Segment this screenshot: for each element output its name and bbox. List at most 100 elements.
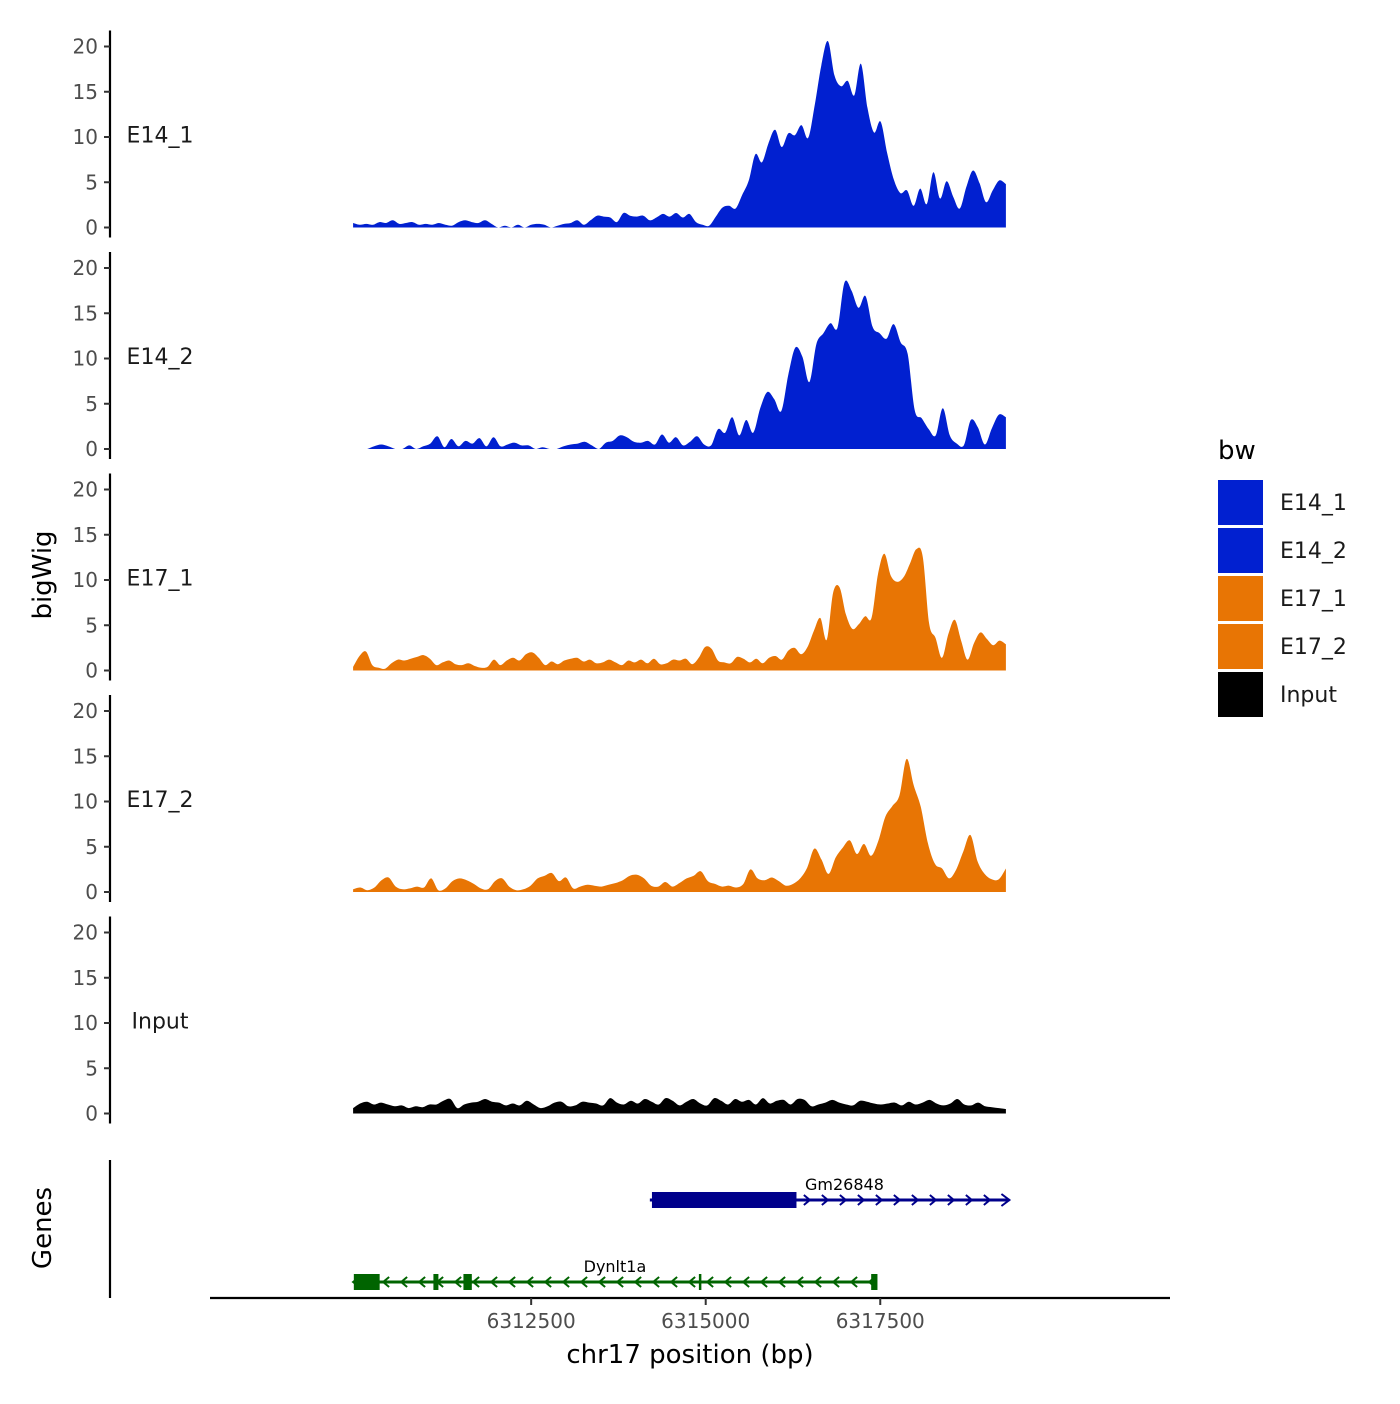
signal-area — [353, 547, 1006, 671]
x-axis: 6312500 6315000 6317500 — [210, 1296, 1170, 1333]
y-tick-label: 20 — [73, 699, 98, 723]
y-tick-label: 0 — [85, 659, 98, 683]
y-tick-label: 5 — [85, 392, 98, 416]
legend-label: E14_2 — [1280, 539, 1347, 564]
y-tick-label: 5 — [85, 1056, 98, 1080]
track-label: E17_2 — [127, 788, 194, 813]
y-tick-label: 20 — [73, 921, 98, 945]
strand-arrow — [705, 1276, 714, 1288]
track-label: E17_1 — [127, 567, 194, 592]
y-tick-label: 5 — [85, 170, 98, 194]
strand-arrow — [759, 1276, 768, 1288]
signal-area — [353, 280, 1006, 449]
gene-annotation-panel: Gm26848 Dynlt1a — [108, 1160, 1012, 1298]
strand-arrow — [911, 1194, 920, 1206]
y-tick-label: 0 — [85, 437, 98, 461]
legend-item: E17_2 — [1218, 624, 1347, 669]
strand-arrow — [417, 1276, 426, 1288]
strand-arrow — [777, 1276, 786, 1288]
gene-name-label: Dynlt1a — [584, 1257, 647, 1276]
y-tick-label: 10 — [73, 1011, 98, 1035]
strand-arrow — [1000, 1193, 1012, 1207]
strand-arrow — [597, 1276, 606, 1288]
gene-exon — [651, 1192, 797, 1208]
legend-key — [1218, 672, 1263, 717]
strand-arrow — [795, 1276, 804, 1288]
signal-area — [353, 40, 1006, 228]
strand-arrow — [489, 1276, 498, 1288]
legend-key — [1218, 480, 1263, 525]
genes-panel-title: Genes — [28, 1187, 58, 1269]
y-tick-label: 0 — [85, 1102, 98, 1126]
legend-label: E17_2 — [1280, 635, 1347, 660]
legend-label: E14_1 — [1280, 491, 1347, 516]
track-label: E14_2 — [127, 345, 194, 370]
gene-exon — [463, 1274, 472, 1290]
strand-arrow — [453, 1276, 462, 1288]
signal-area — [353, 1097, 1006, 1114]
signal-area — [353, 758, 1006, 892]
y-tick-label: 15 — [73, 744, 98, 768]
strand-arrow — [849, 1276, 858, 1288]
strand-arrow — [813, 1276, 822, 1288]
x-tick-label: 6315000 — [661, 1309, 750, 1333]
y-tick-label: 10 — [73, 125, 98, 149]
strand-arrow — [983, 1194, 992, 1206]
gene-name-label: Gm26848 — [805, 1175, 884, 1194]
track-input: 0 5 10 15 20 Input — [73, 916, 1006, 1126]
y-tick-label: 20 — [73, 256, 98, 280]
legend-label: Input — [1280, 683, 1337, 708]
strand-arrow — [741, 1276, 750, 1288]
strand-arrow — [669, 1276, 678, 1288]
legend-item: E14_2 — [1218, 528, 1347, 573]
strand-arrow — [561, 1276, 570, 1288]
y-tick-label: 5 — [85, 835, 98, 859]
strand-arrow — [947, 1194, 956, 1206]
strand-arrow — [399, 1276, 408, 1288]
y-tick-label: 20 — [73, 478, 98, 502]
legend-title: bw — [1218, 436, 1256, 466]
strand-arrow — [965, 1194, 974, 1206]
signal-tracks: 05101520E14_105101520E14_205101520E17_10… — [73, 30, 1006, 1126]
x-tick-label: 6317500 — [836, 1309, 925, 1333]
strand-arrow — [893, 1194, 902, 1206]
x-tick-label: 6312500 — [487, 1309, 576, 1333]
legend-key — [1218, 528, 1263, 573]
track-e14-2: 0 5 10 15 20 E14_2 — [73, 252, 1006, 461]
legend: E14_1 E14_2 E17_1 E17_2 Input — [1218, 480, 1347, 717]
strand-arrow — [821, 1194, 830, 1206]
strand-arrow — [615, 1276, 624, 1288]
gene-gm26848: Gm26848 — [649, 1175, 1012, 1208]
track-label: Input — [132, 1010, 189, 1035]
strand-arrow — [839, 1194, 848, 1206]
gene-dynlt1a: Dynlt1a — [351, 1257, 878, 1290]
legend-key — [1218, 576, 1263, 621]
strand-arrow — [579, 1276, 588, 1288]
strand-arrow — [543, 1276, 552, 1288]
strand-arrow — [929, 1194, 938, 1206]
gene-exon — [433, 1274, 439, 1290]
y-tick-label: 0 — [85, 880, 98, 904]
y-tick-label: 15 — [73, 80, 98, 104]
y-tick-label: 0 — [85, 216, 98, 240]
strand-arrow — [381, 1276, 390, 1288]
y-axis-title: bigWig — [28, 530, 58, 619]
track-label: E14_1 — [127, 124, 194, 149]
track-e17-1: 0 5 10 15 20 E17_1 — [73, 473, 1006, 683]
strand-arrow — [723, 1276, 732, 1288]
legend-label: E17_1 — [1280, 587, 1347, 612]
strand-arrow — [687, 1276, 696, 1288]
strand-arrow — [651, 1276, 660, 1288]
gene-exon — [353, 1274, 380, 1290]
legend-key — [1218, 624, 1263, 669]
strand-arrow — [803, 1194, 812, 1206]
strand-arrow — [507, 1276, 516, 1288]
x-axis-title: chr17 position (bp) — [566, 1340, 813, 1370]
strand-arrow — [633, 1276, 642, 1288]
legend-item: E14_1 — [1218, 480, 1347, 525]
y-tick-label: 15 — [73, 966, 98, 990]
strand-arrow — [525, 1276, 534, 1288]
strand-arrow — [471, 1276, 480, 1288]
y-tick-label: 20 — [73, 35, 98, 59]
